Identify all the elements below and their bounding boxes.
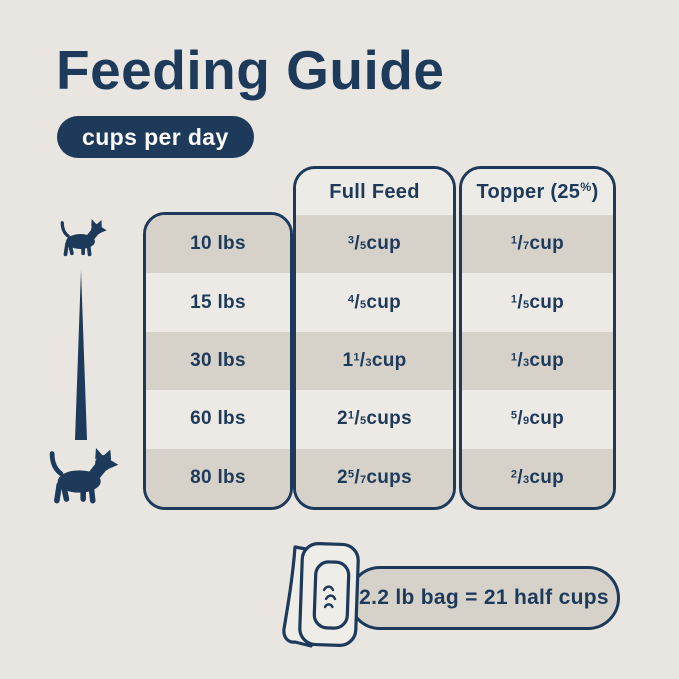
weight-cell: 10 lbs [146,215,290,274]
full-feed-column: Full Feed 3/5 cup 4/5 cup 1 1/3 cup 2 1/5 c… [293,166,456,510]
full-feed-cell: 4/5 cup [296,273,453,332]
weight-cell: 80 lbs [146,448,290,507]
topper-cell: 1/5 cup [462,273,613,332]
full-feed-header-label: Full Feed [329,180,420,203]
full-feed-cell: 2 1/5 cups [296,390,453,449]
topper-cell: 1/7 cup [462,215,613,274]
large-dog-icon [49,448,119,504]
topper-header: Topper (25%) [462,169,613,215]
size-scale-taper [75,270,87,440]
topper-cell: 2/3 cup [462,448,613,507]
full-feed-column-body: 3/5 cup 4/5 cup 1 1/3 cup 2 1/5 cups 2 5/7 c… [296,215,453,507]
topper-cell: 5/9 cup [462,390,613,449]
food-bag-icon [282,542,360,648]
weight-cell: 60 lbs [146,390,290,449]
weight-column-body: 10 lbs 15 lbs 30 lbs 60 lbs 80 lbs [146,215,290,507]
weight-cell: 30 lbs [146,331,290,391]
small-dog-icon [60,219,107,257]
full-feed-cell: 2 5/7 cups [296,448,453,507]
page-title: Feeding Guide [56,39,445,101]
topper-column: Topper (25%) 1/7 cup 1/5 cup 1/3 cup 5/9 cu… [459,166,616,510]
bag-note-text: 2.2 lb bag = 21 half cups [359,586,609,609]
topper-column-body: 1/7 cup 1/5 cup 1/3 cup 5/9 cup 2/3 cup [462,215,613,507]
full-feed-cell: 3/5 cup [296,215,453,274]
full-feed-cell: 1 1/3 cup [296,331,453,391]
weight-cell: 15 lbs [146,273,290,332]
topper-header-label: Topper (25%) [476,180,599,203]
subtitle-badge: cups per day [57,116,254,158]
topper-cell: 1/3 cup [462,331,613,391]
subtitle-badge-label: cups per day [82,123,229,150]
full-feed-header: Full Feed [296,169,453,215]
bag-note-pill: 2.2 lb bag = 21 half cups [348,566,620,630]
weight-column: 10 lbs 15 lbs 30 lbs 60 lbs 80 lbs [143,212,293,510]
